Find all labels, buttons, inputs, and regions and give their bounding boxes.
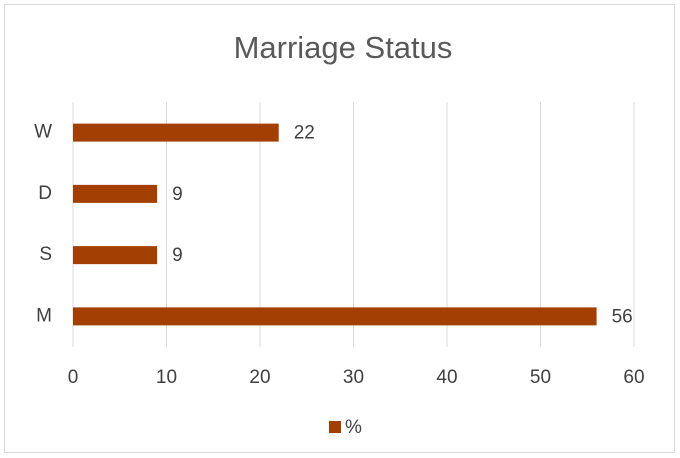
y-tick-label: S [39,244,52,265]
x-tick-label: 40 [436,367,457,388]
y-tick-label: D [38,183,52,204]
chart-title: Marriage Status [234,30,453,65]
y-tick-label: M [36,305,52,326]
bar [73,123,279,142]
chart-border [4,4,675,453]
y-tick-label: W [34,122,52,143]
bar [73,184,158,203]
x-tick-label: 50 [530,367,551,388]
x-tick-label: 60 [623,367,644,388]
legend-label: % [345,417,362,438]
bar [73,307,597,326]
bar [73,246,158,265]
x-tick-label: 10 [156,367,177,388]
data-label: 9 [172,184,183,205]
legend-swatch [329,421,341,433]
x-tick-label: 20 [249,367,270,388]
data-label: 22 [294,123,315,144]
x-tick-label: 0 [68,367,79,388]
x-tick-label: 30 [343,367,364,388]
data-label: 9 [172,245,183,266]
data-label: 56 [612,306,633,327]
